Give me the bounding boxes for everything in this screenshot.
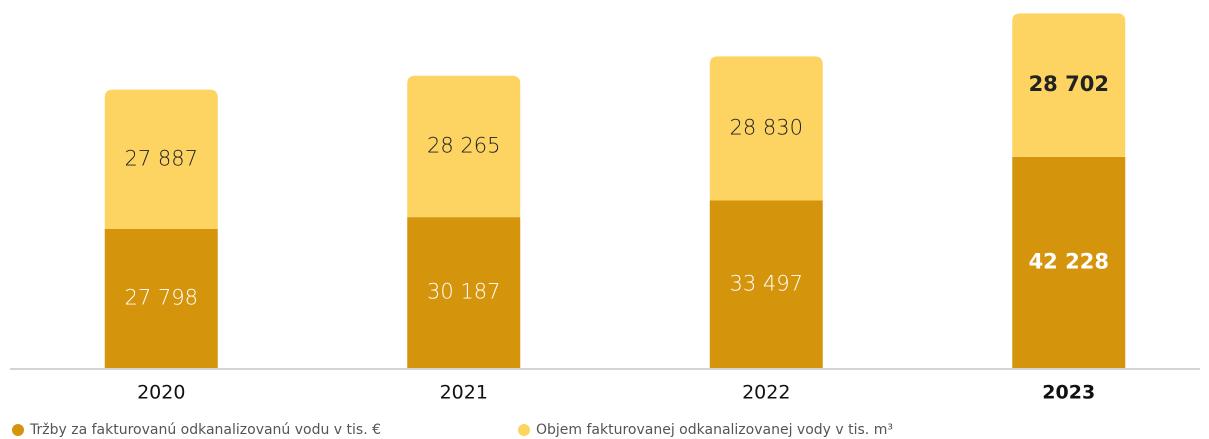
bar-segment (1012, 156, 1126, 368)
bar-segment (104, 229, 218, 368)
legend-label: Tržby za fakturovanú odkanalizovanú vodu… (29, 422, 381, 438)
value-label: 33 497 (730, 271, 803, 295)
bar-segment (709, 200, 823, 368)
value-label: 28 830 (730, 115, 803, 139)
legend-marker (518, 424, 530, 436)
x-tick-label: 2023 (1042, 382, 1095, 404)
bar-segment (104, 89, 218, 230)
bar-segment (407, 75, 521, 218)
legend-marker (12, 424, 24, 436)
bar-segment (407, 217, 521, 368)
x-tick-label: 2020 (137, 382, 185, 404)
value-label: 28 702 (1029, 72, 1109, 96)
x-tick-label: 2022 (742, 382, 790, 404)
x-tick-label: 2021 (440, 382, 488, 404)
legend-label: Objem fakturovanej odkanalizovanej vody … (536, 422, 893, 438)
value-label: 28 265 (427, 133, 500, 157)
value-label: 27 798 (125, 286, 198, 310)
value-label: 27 887 (125, 146, 198, 170)
value-label: 42 228 (1029, 249, 1109, 273)
bar-segment (709, 56, 823, 201)
bar-segment (1012, 13, 1126, 157)
value-label: 30 187 (427, 280, 500, 304)
